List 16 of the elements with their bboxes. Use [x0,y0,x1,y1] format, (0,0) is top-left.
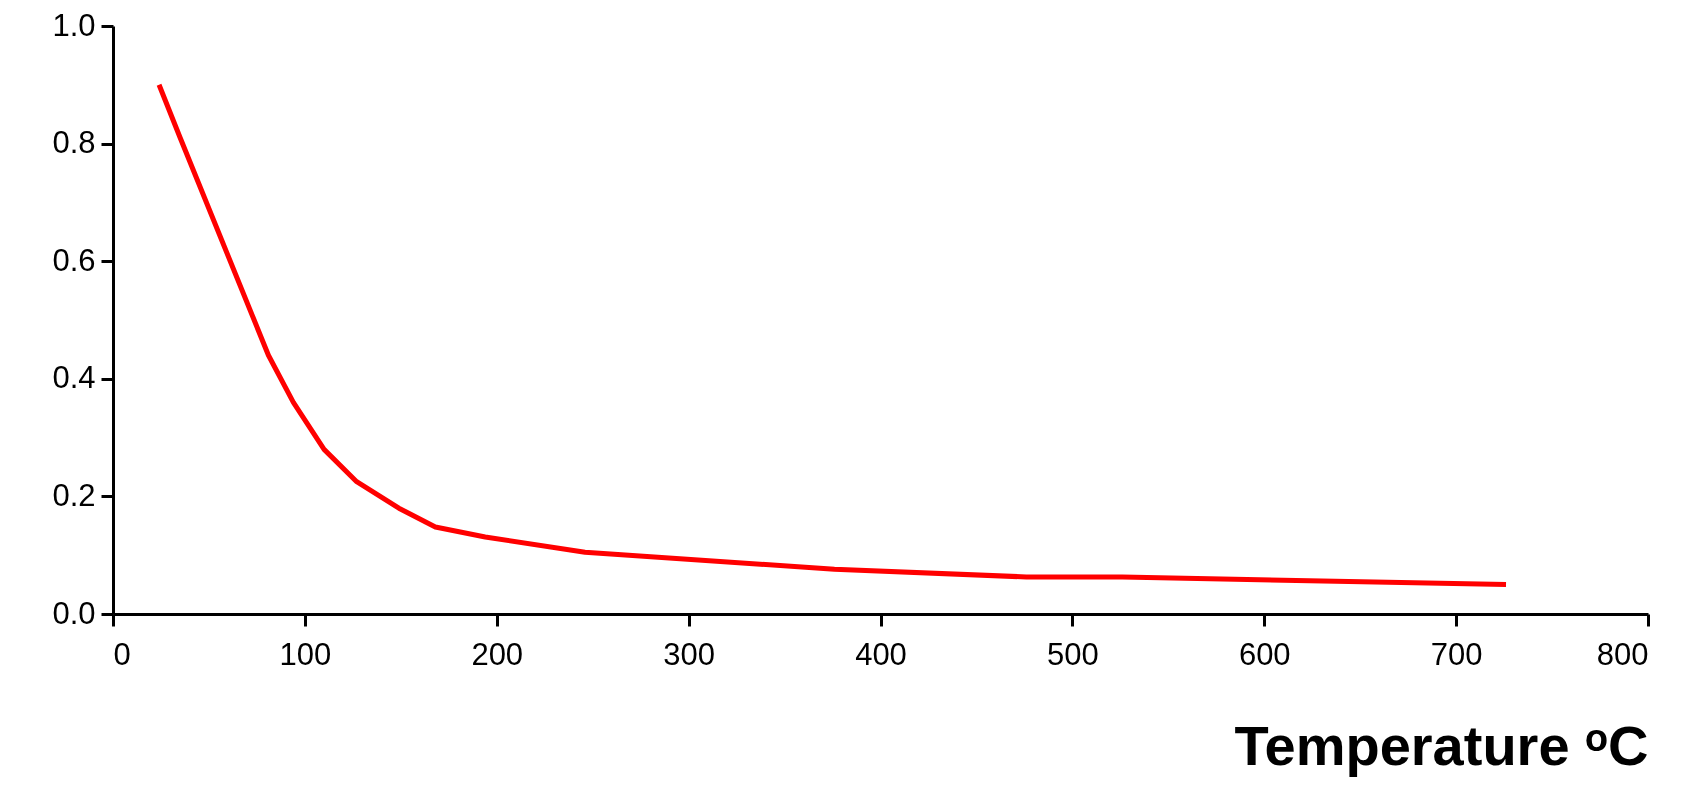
y-tick-label: 1.0 [52,7,96,43]
x-axis-title: Temperature ᵒC [1234,713,1649,777]
x-tick-label: 500 [1047,636,1099,672]
x-tick-label: 0 [113,636,131,672]
x-tick-label: 200 [471,636,524,672]
y-tick-label: 0.6 [52,242,96,278]
x-tick-label: 800 [1596,636,1649,672]
y-tick-label: 0.0 [52,595,96,631]
y-tick-label: 0.4 [52,360,96,396]
x-tick-label: 600 [1238,636,1291,672]
y-tick-label: 0.8 [52,125,96,161]
x-tick-label: 700 [1430,636,1483,672]
x-tick-label: 100 [279,636,332,672]
y-tick-label: 0.2 [52,477,96,513]
x-tick-label: 400 [855,636,907,672]
x-tick-label: 300 [663,636,715,672]
